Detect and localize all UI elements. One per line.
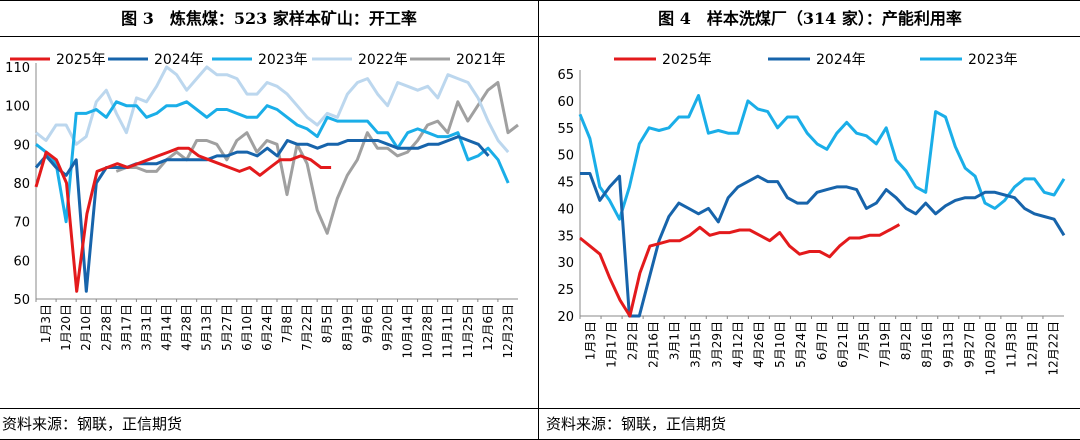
y-tick-label: 70 [13, 216, 30, 231]
series-line-2023年 [578, 94, 1066, 221]
x-tick-label: 5月27日 [220, 304, 234, 351]
y-tick-label: 55 [557, 122, 574, 137]
chart-right: 20 25 30 35 40 45 50 55 60 65 1月3日 1月17日 2月2日 2月16日 3月… [557, 52, 1066, 376]
x-tick-label: 6月21日 [836, 321, 850, 368]
x-tick-label: 1月20日 [59, 304, 73, 351]
source-note-right: 资料来源：钢联，正信期货 [546, 415, 727, 433]
source-divider [0, 408, 1080, 409]
panel-title-left: 图 3 炼焦煤：523 家样本矿山：开工率 [121, 9, 417, 28]
x-tick-label: 8月16日 [920, 321, 934, 368]
x-tick-label: 12月23日 [501, 304, 515, 359]
panel-title-right: 图 4 样本洗煤厂（314 家）：产能利用率 [658, 9, 962, 28]
y-tick-label: 80 [13, 177, 30, 192]
x-tick-label: 11月11日 [441, 304, 455, 359]
y-tick-label: 60 [13, 254, 30, 269]
series-line-2025年 [34, 146, 332, 293]
series-line-2023年 [35, 100, 510, 224]
series-line-2021年 [115, 81, 519, 235]
x-tick-label: 6月7日 [815, 321, 829, 360]
legend-label: 2022年 [358, 52, 408, 68]
x-tick-label: 4月12日 [731, 321, 745, 368]
y-tick-label: 50 [13, 293, 30, 308]
chart-left: 50 60 70 80 90 100 110 1月3日 1月20日 2月10日 2月28日 3月17日… [5, 52, 519, 359]
x-tick-label: 4月26日 [752, 321, 766, 368]
x-tick-label: 4月28日 [180, 304, 194, 351]
series-line-2024年 [580, 172, 1066, 318]
x-tick-label: 11月3日 [1004, 321, 1018, 368]
panel-divider [538, 0, 539, 440]
x-tick-label: 3月17日 [119, 304, 133, 351]
x-tick-label: 5月13日 [200, 304, 214, 351]
series-line-2025年 [579, 223, 901, 318]
x-tick-label: 8月5日 [320, 304, 334, 343]
y-tick-label: 30 [557, 256, 574, 271]
x-tick-label: 1月17日 [605, 321, 619, 368]
title-divider [0, 36, 1080, 37]
x-tick-label: 6月24日 [260, 304, 274, 351]
x-tick-label: 12月1日 [1025, 321, 1039, 368]
x-tick-label: 12月6日 [481, 304, 495, 351]
legend-label: 2023年 [258, 52, 308, 68]
x-tick-label: 7月5日 [857, 321, 871, 360]
y-tick-label: 90 [13, 138, 30, 153]
x-tick-label: 2月2日 [626, 321, 640, 360]
y-tick-label: 65 [557, 68, 574, 83]
y-tick-label: 45 [557, 176, 574, 191]
legend-label: 2021年 [456, 52, 506, 68]
series-line-2024年 [34, 135, 490, 293]
y-tick-label: 40 [557, 202, 574, 217]
x-tick-label: 2月16日 [647, 321, 661, 368]
x-tick-label: 4月14日 [160, 304, 174, 351]
x-tick-label: 3月1日 [668, 321, 682, 360]
x-tick-label: 10月14日 [401, 304, 415, 359]
x-tick-label: 6月10日 [240, 304, 254, 351]
legend-label: 2024年 [816, 52, 866, 68]
y-tick-label: 20 [557, 310, 574, 325]
x-tick-label: 11月25日 [461, 304, 475, 359]
x-tick-label: 1月3日 [39, 304, 53, 343]
x-tick-label: 7月8日 [280, 304, 294, 343]
legend-label: 2024年 [154, 52, 204, 68]
x-tick-label: 8月2日 [899, 321, 913, 360]
x-tick-label: 9月13日 [941, 321, 955, 368]
x-tick-label: 7月22日 [300, 304, 314, 351]
y-tick-label: 60 [557, 95, 574, 110]
x-tick-label: 10月28日 [421, 304, 435, 359]
top-border [0, 0, 1080, 1]
x-tick-label: 3月29日 [710, 321, 724, 368]
x-tick-label: 8月19日 [340, 304, 354, 351]
x-tick-label: 3月31日 [139, 304, 153, 351]
source-note-left: 资料来源：钢联，正信期货 [2, 415, 183, 433]
x-tick-label: 5月24日 [794, 321, 808, 368]
x-tick-label: 12月22日 [1046, 321, 1060, 376]
series-line-2022年 [35, 65, 510, 154]
x-tick-label: 3月15日 [689, 321, 703, 368]
x-tick-label: 10月20日 [983, 321, 997, 376]
x-tick-label: 9月6日 [360, 304, 374, 343]
y-tick-label: 110 [5, 61, 30, 76]
y-tick-label: 50 [557, 149, 574, 164]
x-tick-label: 2月28日 [99, 304, 113, 351]
y-tick-label: 35 [557, 229, 574, 244]
x-tick-label: 9月27日 [962, 321, 976, 368]
x-tick-label: 2月10日 [79, 304, 93, 351]
legend-label: 2025年 [56, 52, 106, 68]
legend-label: 2025年 [662, 52, 712, 68]
y-tick-label: 100 [5, 100, 30, 115]
x-tick-label: 7月19日 [878, 321, 892, 368]
x-tick-label: 5月10日 [773, 321, 787, 368]
x-tick-label: 9月20日 [380, 304, 394, 351]
legend-label: 2023年 [968, 52, 1018, 68]
y-tick-label: 25 [557, 283, 574, 298]
x-tick-label: 1月3日 [584, 321, 598, 360]
